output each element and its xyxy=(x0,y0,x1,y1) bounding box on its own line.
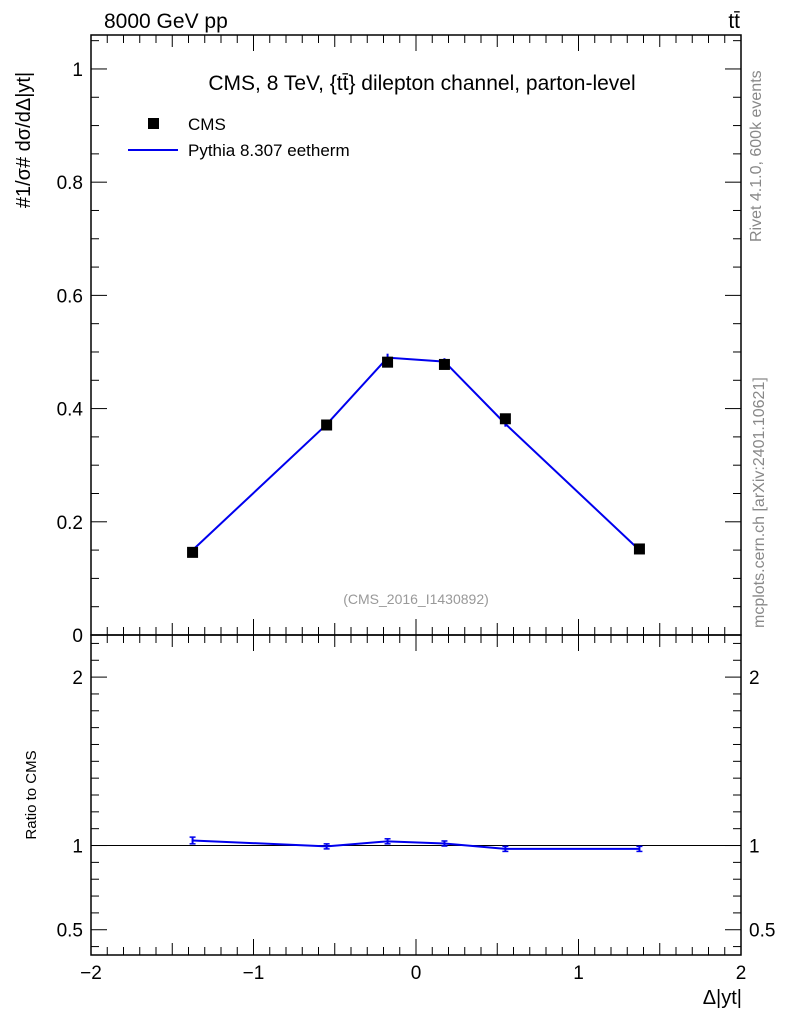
y-tick-label-main: 0.4 xyxy=(57,400,84,421)
watermark: (CMS_2016_I1430892) xyxy=(343,591,489,607)
main-marks xyxy=(187,353,645,558)
legend-mc-label: Pythia 8.307 eetherm xyxy=(188,141,350,160)
y-tick-label-ratio-right: 1 xyxy=(749,837,760,858)
rivet-label: Rivet 4.1.0, 600k events xyxy=(748,70,765,242)
y-tick-label-main: 0.2 xyxy=(57,513,83,534)
y-tick-label-ratio-right: 2 xyxy=(749,668,760,689)
main-title: CMS, 8 TeV, {tt̄} dilepton channel, part… xyxy=(208,72,635,95)
main-ylabel: #1/σ# dσ/dΔ|yt| xyxy=(13,72,35,208)
ratio-ticks: 0.5 0.5 1 1 2 2 xyxy=(57,642,775,948)
cms-point xyxy=(438,358,450,370)
y-tick-label-ratio: 2 xyxy=(72,668,83,689)
mc-line xyxy=(191,356,641,551)
mcplots-label: mcplots.cern.ch [arXiv:2401.10621] xyxy=(751,377,768,628)
x-tick-label: 1 xyxy=(573,963,584,984)
ratio-line xyxy=(192,839,640,850)
cms-point xyxy=(187,546,199,558)
y-tick-label-main: 0.8 xyxy=(57,173,83,194)
legend: CMS Pythia 8.307 eetherm xyxy=(128,115,350,160)
legend-cms-label: CMS xyxy=(188,115,226,134)
main-ticks: 0 0.2 0.4 0.6 0.8 1 xyxy=(57,40,741,647)
legend-cms-marker xyxy=(148,118,159,129)
ratio-panel-frame xyxy=(90,634,742,956)
y-tick-label-ratio-right: 0.5 xyxy=(749,921,775,942)
ratio-marks xyxy=(189,836,643,853)
y-tick-label-main: 1 xyxy=(72,60,83,81)
y-tick-label-main: 0 xyxy=(72,626,83,647)
x-tick-label: −2 xyxy=(80,963,102,984)
cms-point xyxy=(499,413,511,425)
y-tick-label-main: 0.6 xyxy=(57,286,83,307)
x-tick-label: −1 xyxy=(243,963,265,984)
cms-point xyxy=(633,543,645,555)
x-axis-label: Δ|yt| xyxy=(703,987,742,1009)
x-ticks: −2 −1 0 1 2 xyxy=(80,35,746,984)
y-tick-label-ratio: 0.5 xyxy=(57,921,83,942)
x-tick-label: 0 xyxy=(411,963,422,984)
ratio-ylabel: Ratio to CMS xyxy=(23,750,40,839)
energy-label: 8000 GeV pp xyxy=(104,10,228,33)
x-tick-label: 2 xyxy=(736,963,747,984)
cms-point xyxy=(382,356,394,368)
cms-point xyxy=(321,419,333,431)
process-label: tt̄ xyxy=(728,10,740,33)
y-tick-label-ratio: 1 xyxy=(72,837,83,858)
